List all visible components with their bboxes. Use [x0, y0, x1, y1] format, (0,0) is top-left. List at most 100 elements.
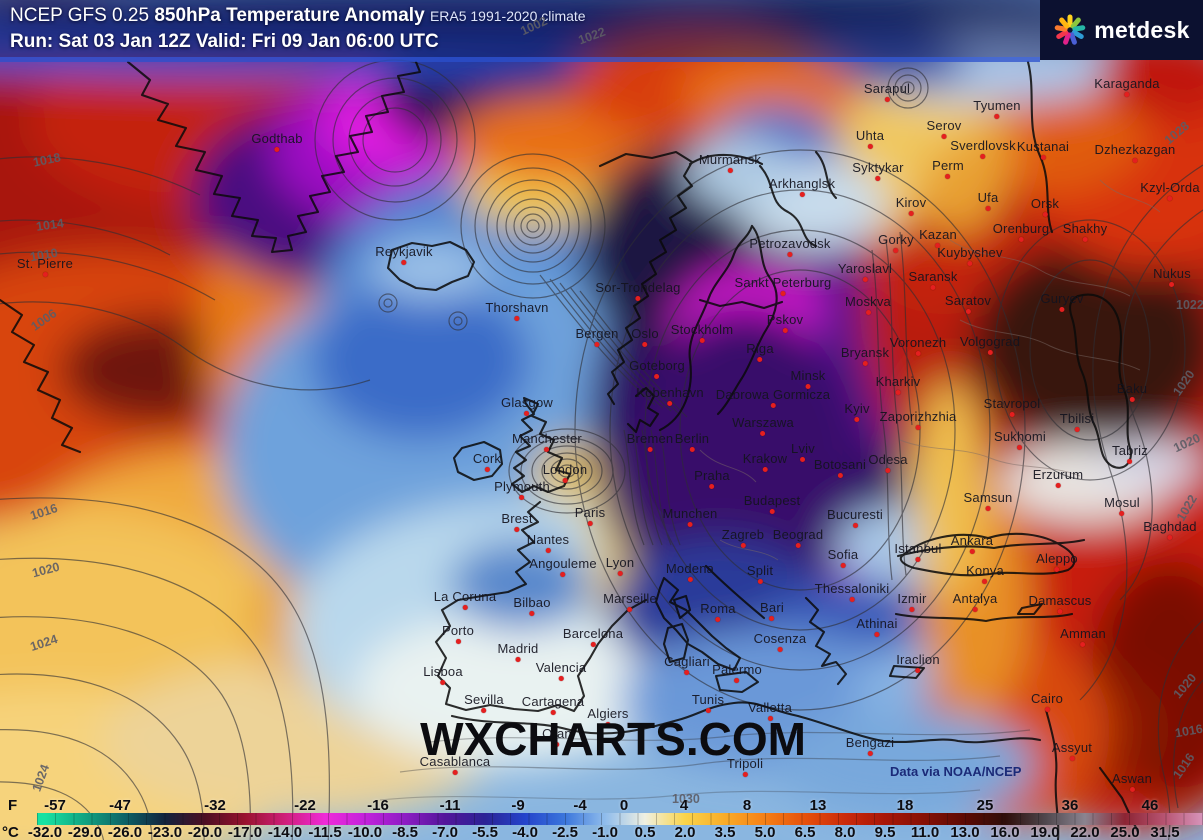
fahrenheit-tick-label: -11 [439, 797, 461, 814]
city-dot [935, 243, 941, 248]
city-dot [587, 521, 593, 526]
city-label: Sankt Peterburg [735, 276, 832, 296]
border-lines [699, 179, 1161, 561]
scale-unit-celsius: °C [2, 824, 19, 840]
city-label: Nukus [1153, 267, 1191, 287]
city-dot [854, 417, 860, 422]
city-label: Algiers [587, 707, 628, 727]
city-label: Uhta [856, 129, 884, 149]
city-dot [452, 770, 458, 775]
city-label: Baku [1117, 382, 1147, 402]
city-label: Petrozavodsk [749, 237, 830, 257]
city-dot [1018, 237, 1024, 242]
city-label: Stavropol [984, 397, 1041, 417]
city-dot [1127, 459, 1133, 464]
city-dot [782, 328, 788, 333]
city-dot [994, 114, 1000, 119]
city-dot [687, 522, 693, 527]
city-dot [762, 467, 768, 472]
city-label: Glasgow [501, 396, 553, 416]
city-dot [908, 211, 914, 216]
city-dot [742, 772, 748, 777]
celsius-tick-label: -7.0 [432, 824, 458, 840]
city-label: Syktykar [852, 161, 904, 181]
city-dot [875, 176, 881, 181]
city-label: Modena [666, 562, 714, 582]
city-label: Saratov [945, 294, 991, 314]
city-dot [909, 607, 915, 612]
city-dot [667, 401, 673, 406]
city-label: Split [747, 564, 773, 584]
city-label: Valencia [536, 661, 587, 681]
city-label: Perm [932, 159, 964, 179]
city-label: Kirov [896, 196, 927, 216]
city-label: Tyumen [973, 99, 1021, 119]
city-dot [837, 473, 843, 478]
city-dot [709, 484, 715, 489]
celsius-tick-label: 6.5 [794, 824, 816, 840]
city-dot [867, 144, 873, 149]
city-dot [1167, 535, 1173, 540]
city-dot [274, 147, 280, 152]
city-label: Ufa [978, 191, 999, 211]
celsius-tick-label: -10.0 [347, 824, 383, 840]
city-label: Roma [700, 602, 736, 622]
city-label: St. Pierre [17, 257, 73, 277]
city-label: Paris [575, 506, 606, 526]
city-label: Barcelona [563, 627, 623, 647]
celsius-tick-label: -8.5 [392, 824, 418, 840]
city-dot [972, 607, 978, 612]
city-label: Praha [694, 469, 730, 489]
city-label: Iraclion [896, 653, 940, 673]
city-label: Kuybyshev [937, 246, 1003, 266]
city-label: Gorky [878, 233, 914, 253]
celsius-tick-label: 31.5 [1150, 824, 1180, 840]
city-label: Orenburg [993, 222, 1050, 242]
city-dot [805, 384, 811, 389]
city-dot [982, 579, 988, 584]
city-label: Angouleme [529, 557, 597, 577]
anomaly-colorbar [37, 813, 1203, 825]
city-dot [760, 431, 766, 436]
city-label: Cosenza [754, 632, 807, 652]
city-label: Lisboa [423, 665, 463, 685]
city-dot [1069, 756, 1075, 761]
pressure-label: 1030 [672, 792, 700, 806]
city-dot [1054, 567, 1060, 572]
celsius-tick-label: 0.5 [634, 824, 656, 840]
city-dot [705, 708, 711, 713]
city-dot [727, 168, 733, 173]
city-dot [481, 708, 487, 713]
city-dot [1009, 412, 1015, 417]
city-dot [715, 617, 721, 622]
celsius-tick-label: -26.0 [107, 824, 143, 840]
city-label: Tunis [692, 693, 724, 713]
city-dot [740, 543, 746, 548]
city-label: Moskva [845, 295, 891, 315]
city-dot [642, 342, 648, 347]
city-label: Budapest [744, 494, 801, 514]
metdesk-star-icon [1054, 14, 1086, 45]
city-dot [734, 678, 740, 683]
fahrenheit-tick-label: 4 [679, 797, 689, 814]
celsius-tick-label: -4.0 [512, 824, 538, 840]
city-dot [852, 523, 858, 528]
city-label: La Coruna [434, 590, 497, 610]
celsius-tick-label: -11.5 [308, 824, 342, 840]
city-label: Sor-Trondelag [595, 281, 680, 301]
city-dot [590, 642, 596, 647]
city-dot [941, 134, 947, 139]
city-label: Tripoli [727, 757, 763, 777]
city-dot [560, 572, 566, 577]
city-dot [799, 192, 805, 197]
city-label: Istanbul [894, 542, 941, 562]
city-dot [605, 722, 611, 727]
fahrenheit-tick-label: -32 [204, 797, 226, 814]
city-dot [967, 261, 973, 266]
city-label: Tabriz [1112, 444, 1148, 464]
city-label: Zagreb [722, 528, 764, 548]
city-dot [1124, 92, 1130, 97]
parameter-title: 850hPa Temperature Anomaly [154, 5, 425, 26]
city-dot [627, 607, 633, 612]
